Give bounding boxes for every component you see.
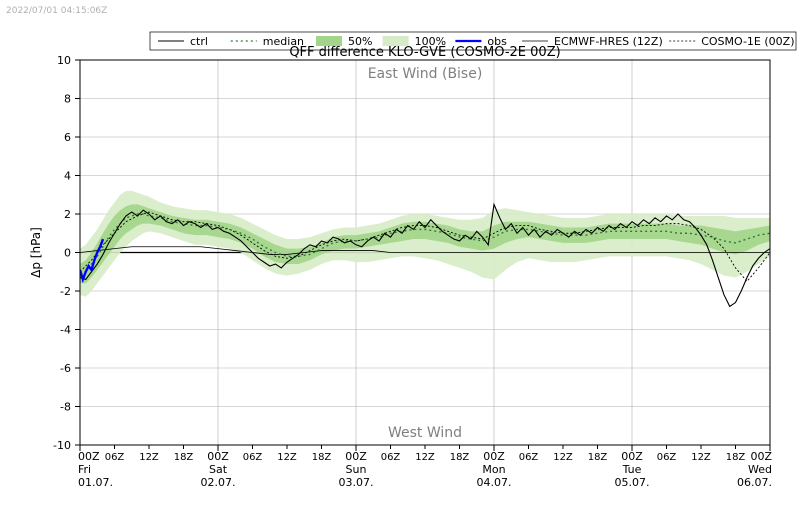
svg-text:06Z: 06Z — [243, 452, 263, 463]
svg-text:-6: -6 — [60, 362, 71, 375]
svg-text:00Z: 00Z — [750, 450, 772, 463]
svg-text:-4: -4 — [60, 324, 71, 337]
svg-text:06Z: 06Z — [105, 452, 125, 463]
svg-text:0: 0 — [64, 247, 71, 260]
svg-text:6: 6 — [64, 131, 71, 144]
svg-text:12Z: 12Z — [415, 452, 435, 463]
svg-text:12Z: 12Z — [139, 452, 159, 463]
svg-text:18Z: 18Z — [174, 452, 194, 463]
svg-text:Mon: Mon — [482, 463, 505, 476]
svg-text:2: 2 — [64, 208, 71, 221]
svg-text:COSMO-1E (00Z): COSMO-1E (00Z) — [701, 35, 794, 48]
svg-text:06Z: 06Z — [519, 452, 539, 463]
svg-text:06Z: 06Z — [381, 452, 401, 463]
svg-text:05.07.: 05.07. — [615, 476, 650, 489]
svg-text:06.07.: 06.07. — [737, 476, 772, 489]
svg-text:18Z: 18Z — [312, 452, 332, 463]
svg-text:West Wind: West Wind — [388, 425, 462, 441]
svg-text:ECMWF-HRES (12Z): ECMWF-HRES (12Z) — [554, 35, 663, 48]
svg-text:Wed: Wed — [748, 463, 772, 476]
svg-text:18Z: 18Z — [726, 452, 746, 463]
svg-text:East Wind (Bise): East Wind (Bise) — [368, 66, 483, 82]
qff-difference-chart: -10 -8 -6 -4 -2 0 2 4 6 8 10 06Z 12Z 18Z 06Z 12Z 18Z 06Z 1… — [0, 0, 800, 509]
svg-text:10: 10 — [57, 54, 71, 67]
svg-text:02.07.: 02.07. — [201, 476, 236, 489]
svg-text:18Z: 18Z — [450, 452, 470, 463]
svg-text:50%: 50% — [348, 35, 372, 48]
svg-text:00Z: 00Z — [345, 450, 367, 463]
svg-text:Sun: Sun — [346, 463, 367, 476]
svg-text:00Z: 00Z — [621, 450, 643, 463]
svg-text:00Z: 00Z — [207, 450, 229, 463]
svg-text:-8: -8 — [60, 401, 71, 414]
generation-timestamp: 2022/07/01 04:15:06Z — [6, 6, 107, 16]
svg-text:Sat: Sat — [209, 463, 228, 476]
svg-text:06Z: 06Z — [657, 452, 677, 463]
svg-text:ctrl: ctrl — [190, 35, 208, 48]
svg-text:-10: -10 — [53, 439, 71, 452]
svg-text:Fri: Fri — [78, 463, 91, 476]
svg-text:100%: 100% — [415, 35, 446, 48]
svg-text:median: median — [263, 35, 304, 48]
svg-text:01.07.: 01.07. — [78, 476, 113, 489]
svg-text:12Z: 12Z — [553, 452, 573, 463]
svg-text:12Z: 12Z — [277, 452, 297, 463]
svg-text:00Z: 00Z — [78, 450, 100, 463]
svg-text:-2: -2 — [60, 285, 71, 298]
svg-text:18Z: 18Z — [588, 452, 608, 463]
svg-text:00Z: 00Z — [483, 450, 505, 463]
svg-text:obs: obs — [487, 35, 507, 48]
svg-text:04.07.: 04.07. — [477, 476, 512, 489]
svg-text:Tue: Tue — [622, 463, 642, 476]
svg-text:03.07.: 03.07. — [339, 476, 374, 489]
svg-text:8: 8 — [64, 93, 71, 106]
svg-text:Δp [hPa]: Δp [hPa] — [29, 227, 43, 278]
svg-text:4: 4 — [64, 170, 71, 183]
svg-text:12Z: 12Z — [691, 452, 711, 463]
